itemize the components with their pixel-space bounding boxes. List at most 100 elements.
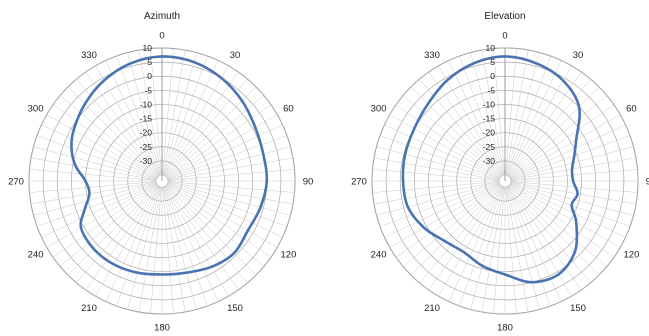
azimuth-spoke-40 bbox=[165, 78, 248, 177]
azimuth-spoke-315 bbox=[67, 86, 158, 177]
azimuth-spoke-290 bbox=[36, 135, 157, 180]
elevation-spoke-20 bbox=[506, 55, 551, 176]
elevation-spoke-85 bbox=[510, 169, 638, 181]
azimuth-spoke-265 bbox=[29, 181, 157, 193]
azimuth-angle-label-180: 180 bbox=[154, 323, 170, 334]
azimuth-angle-label-0: 0 bbox=[159, 31, 164, 42]
elevation-spoke-50 bbox=[509, 95, 608, 178]
elevation-spoke-140 bbox=[508, 185, 591, 284]
elevation-spoke-280 bbox=[373, 157, 500, 181]
azimuth-spoke-15 bbox=[163, 52, 197, 176]
azimuth-spoke-45 bbox=[166, 86, 257, 177]
azimuth-ring-label-3: -5 bbox=[144, 85, 152, 95]
elevation-angle-label-150: 150 bbox=[570, 303, 586, 314]
elevation-spoke-170 bbox=[505, 186, 529, 313]
azimuth-ring-label-0: 10 bbox=[143, 43, 153, 53]
elevation-spoke-45 bbox=[509, 86, 600, 177]
elevation-spoke-40 bbox=[508, 78, 591, 177]
azimuth-angle-label-60: 60 bbox=[283, 104, 294, 115]
elevation-spoke-210 bbox=[438, 186, 503, 297]
elevation-spoke-205 bbox=[448, 186, 503, 302]
elevation-spoke-145 bbox=[508, 185, 582, 291]
azimuth-spoke-280 bbox=[30, 157, 157, 181]
elevation-spoke-25 bbox=[507, 60, 562, 176]
elevation-ring-label-6: -20 bbox=[483, 128, 496, 138]
elevation-spoke-135 bbox=[509, 185, 600, 276]
elevation-angle-label-270: 270 bbox=[351, 177, 367, 188]
azimuth-spoke-105 bbox=[167, 182, 291, 216]
elevation-pattern-line bbox=[401, 55, 581, 284]
azimuth-spoke-200 bbox=[116, 186, 161, 307]
azimuth-angle-label-240: 240 bbox=[28, 250, 44, 261]
azimuth-spoke-250 bbox=[36, 182, 157, 227]
elevation-ring-label-8: -30 bbox=[483, 156, 496, 166]
elevation-spoke-55 bbox=[509, 104, 615, 178]
elevation-spoke-200 bbox=[459, 186, 504, 307]
elevation-ring-label-7: -25 bbox=[483, 142, 496, 152]
azimuth-spoke-125 bbox=[166, 184, 272, 258]
elevation-angle-label-330: 330 bbox=[424, 50, 440, 61]
azimuth-spoke-305 bbox=[52, 104, 158, 178]
elevation-spoke-250 bbox=[379, 182, 500, 227]
azimuth-spoke-60 bbox=[167, 114, 278, 179]
elevation-spoke-325 bbox=[428, 71, 502, 177]
elevation-spoke-245 bbox=[384, 183, 500, 238]
elevation-spoke-125 bbox=[509, 184, 615, 258]
azimuth-spoke-255 bbox=[33, 182, 157, 216]
elevation-spoke-160 bbox=[506, 186, 551, 307]
elevation-spoke-100 bbox=[510, 181, 637, 205]
elevation-spoke-230 bbox=[402, 184, 501, 267]
azimuth-spoke-300 bbox=[46, 114, 157, 179]
elevation-spoke-350 bbox=[481, 49, 505, 176]
azimuth-spoke-130 bbox=[166, 184, 265, 267]
azimuth-ring-label-2: 0 bbox=[147, 71, 152, 81]
elevation-spoke-275 bbox=[372, 169, 500, 181]
azimuth-ring-label-7: -25 bbox=[140, 142, 153, 152]
azimuth-spoke-330 bbox=[95, 65, 160, 176]
azimuth-pattern-line bbox=[70, 55, 269, 276]
azimuth-spoke-275 bbox=[29, 169, 157, 181]
azimuth-spoke-355 bbox=[150, 48, 162, 176]
elevation-spoke-65 bbox=[510, 124, 626, 179]
elevation-spoke-110 bbox=[510, 182, 631, 227]
elevation-ring-label-1: 5 bbox=[490, 57, 495, 67]
azimuth-angle-label-150: 150 bbox=[227, 303, 243, 314]
elevation-spoke-150 bbox=[507, 186, 572, 297]
elevation-angle-label-60: 60 bbox=[626, 104, 637, 115]
azimuth-spoke-235 bbox=[52, 184, 158, 258]
azimuth-spoke-195 bbox=[127, 186, 161, 310]
azimuth-spoke-85 bbox=[167, 169, 295, 181]
azimuth-spoke-95 bbox=[167, 181, 295, 193]
azimuth-spoke-230 bbox=[59, 184, 158, 267]
azimuth-spoke-215 bbox=[85, 185, 159, 291]
azimuth-spoke-340 bbox=[116, 55, 161, 176]
elevation-spoke-10 bbox=[505, 49, 529, 176]
elevation-spoke-215 bbox=[428, 185, 502, 291]
azimuth-spoke-175 bbox=[162, 186, 174, 314]
azimuth-spoke-10 bbox=[162, 49, 186, 176]
elevation-spoke-295 bbox=[384, 124, 500, 179]
elevation-spoke-130 bbox=[509, 184, 608, 267]
azimuth-spoke-115 bbox=[167, 183, 283, 238]
azimuth-angle-label-330: 330 bbox=[81, 50, 97, 61]
elevation-title: Elevation bbox=[484, 11, 525, 22]
azimuth-spoke-350 bbox=[138, 49, 162, 176]
elevation-spoke-330 bbox=[438, 65, 503, 176]
elevation-angle-label-210: 210 bbox=[424, 303, 440, 314]
azimuth-angle-label-300: 300 bbox=[28, 104, 44, 115]
elevation-spoke-235 bbox=[395, 184, 501, 258]
azimuth-ring-label-6: -20 bbox=[140, 128, 153, 138]
azimuth-angle-label-90: 90 bbox=[303, 177, 314, 188]
elevation-ring-label-0: 10 bbox=[486, 43, 496, 53]
azimuth-spoke-310 bbox=[59, 95, 158, 178]
azimuth-spoke-65 bbox=[167, 124, 283, 179]
elevation-ring-label-4: -10 bbox=[483, 99, 496, 109]
elevation-spoke-340 bbox=[459, 55, 504, 176]
azimuth-title: Azimuth bbox=[144, 11, 180, 22]
elevation-spoke-290 bbox=[379, 135, 500, 180]
elevation-spoke-165 bbox=[506, 186, 540, 310]
elevation-angle-label-180: 180 bbox=[497, 323, 513, 334]
elevation-spoke-315 bbox=[410, 86, 501, 177]
azimuth-spoke-345 bbox=[127, 52, 161, 176]
